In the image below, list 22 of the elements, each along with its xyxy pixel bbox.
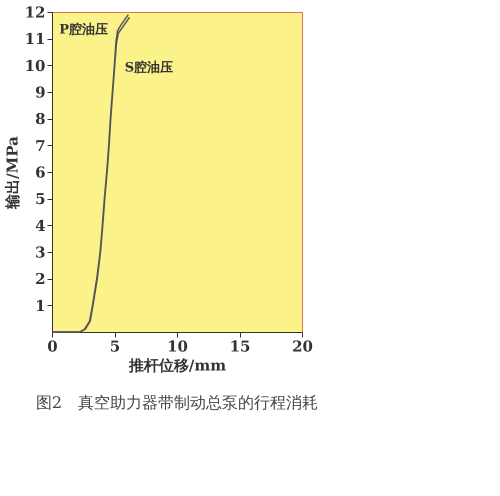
caption: 图2 真空助力器带制动总泵的行程消耗 [36,393,318,412]
x-tick-label: 0 [47,338,58,356]
y-tick-label: 12 [24,4,46,22]
y-tick-label: 11 [24,30,46,48]
series-label: S腔油压 [124,59,174,76]
y-tick-label: 4 [35,216,46,235]
x-axis-title: 推杆位移/mm [128,356,226,374]
y-tick-label: 5 [35,190,46,208]
x-tick-label: 20 [292,338,313,356]
y-tick-label: 6 [35,164,46,182]
x-tick-label: 5 [110,338,120,356]
y-tick-label: 1 [35,296,46,315]
y-tick-label: 10 [24,56,46,75]
y-axis-title: 输出/MPa [4,136,22,210]
y-tick-label: 8 [35,110,46,128]
y-tick-label: 3 [35,244,46,262]
y-tick-label: 7 [35,136,46,155]
x-tick-label: 10 [167,338,188,356]
y-tick-label: 9 [35,84,46,102]
series-label: P腔油压 [59,21,108,38]
x-tick-label: 15 [230,338,250,356]
y-tick-label: 2 [35,270,46,288]
